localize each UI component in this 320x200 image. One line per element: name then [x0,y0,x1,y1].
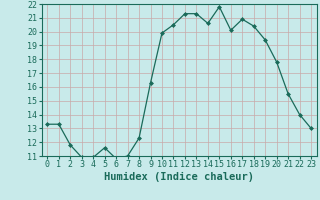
X-axis label: Humidex (Indice chaleur): Humidex (Indice chaleur) [104,172,254,182]
